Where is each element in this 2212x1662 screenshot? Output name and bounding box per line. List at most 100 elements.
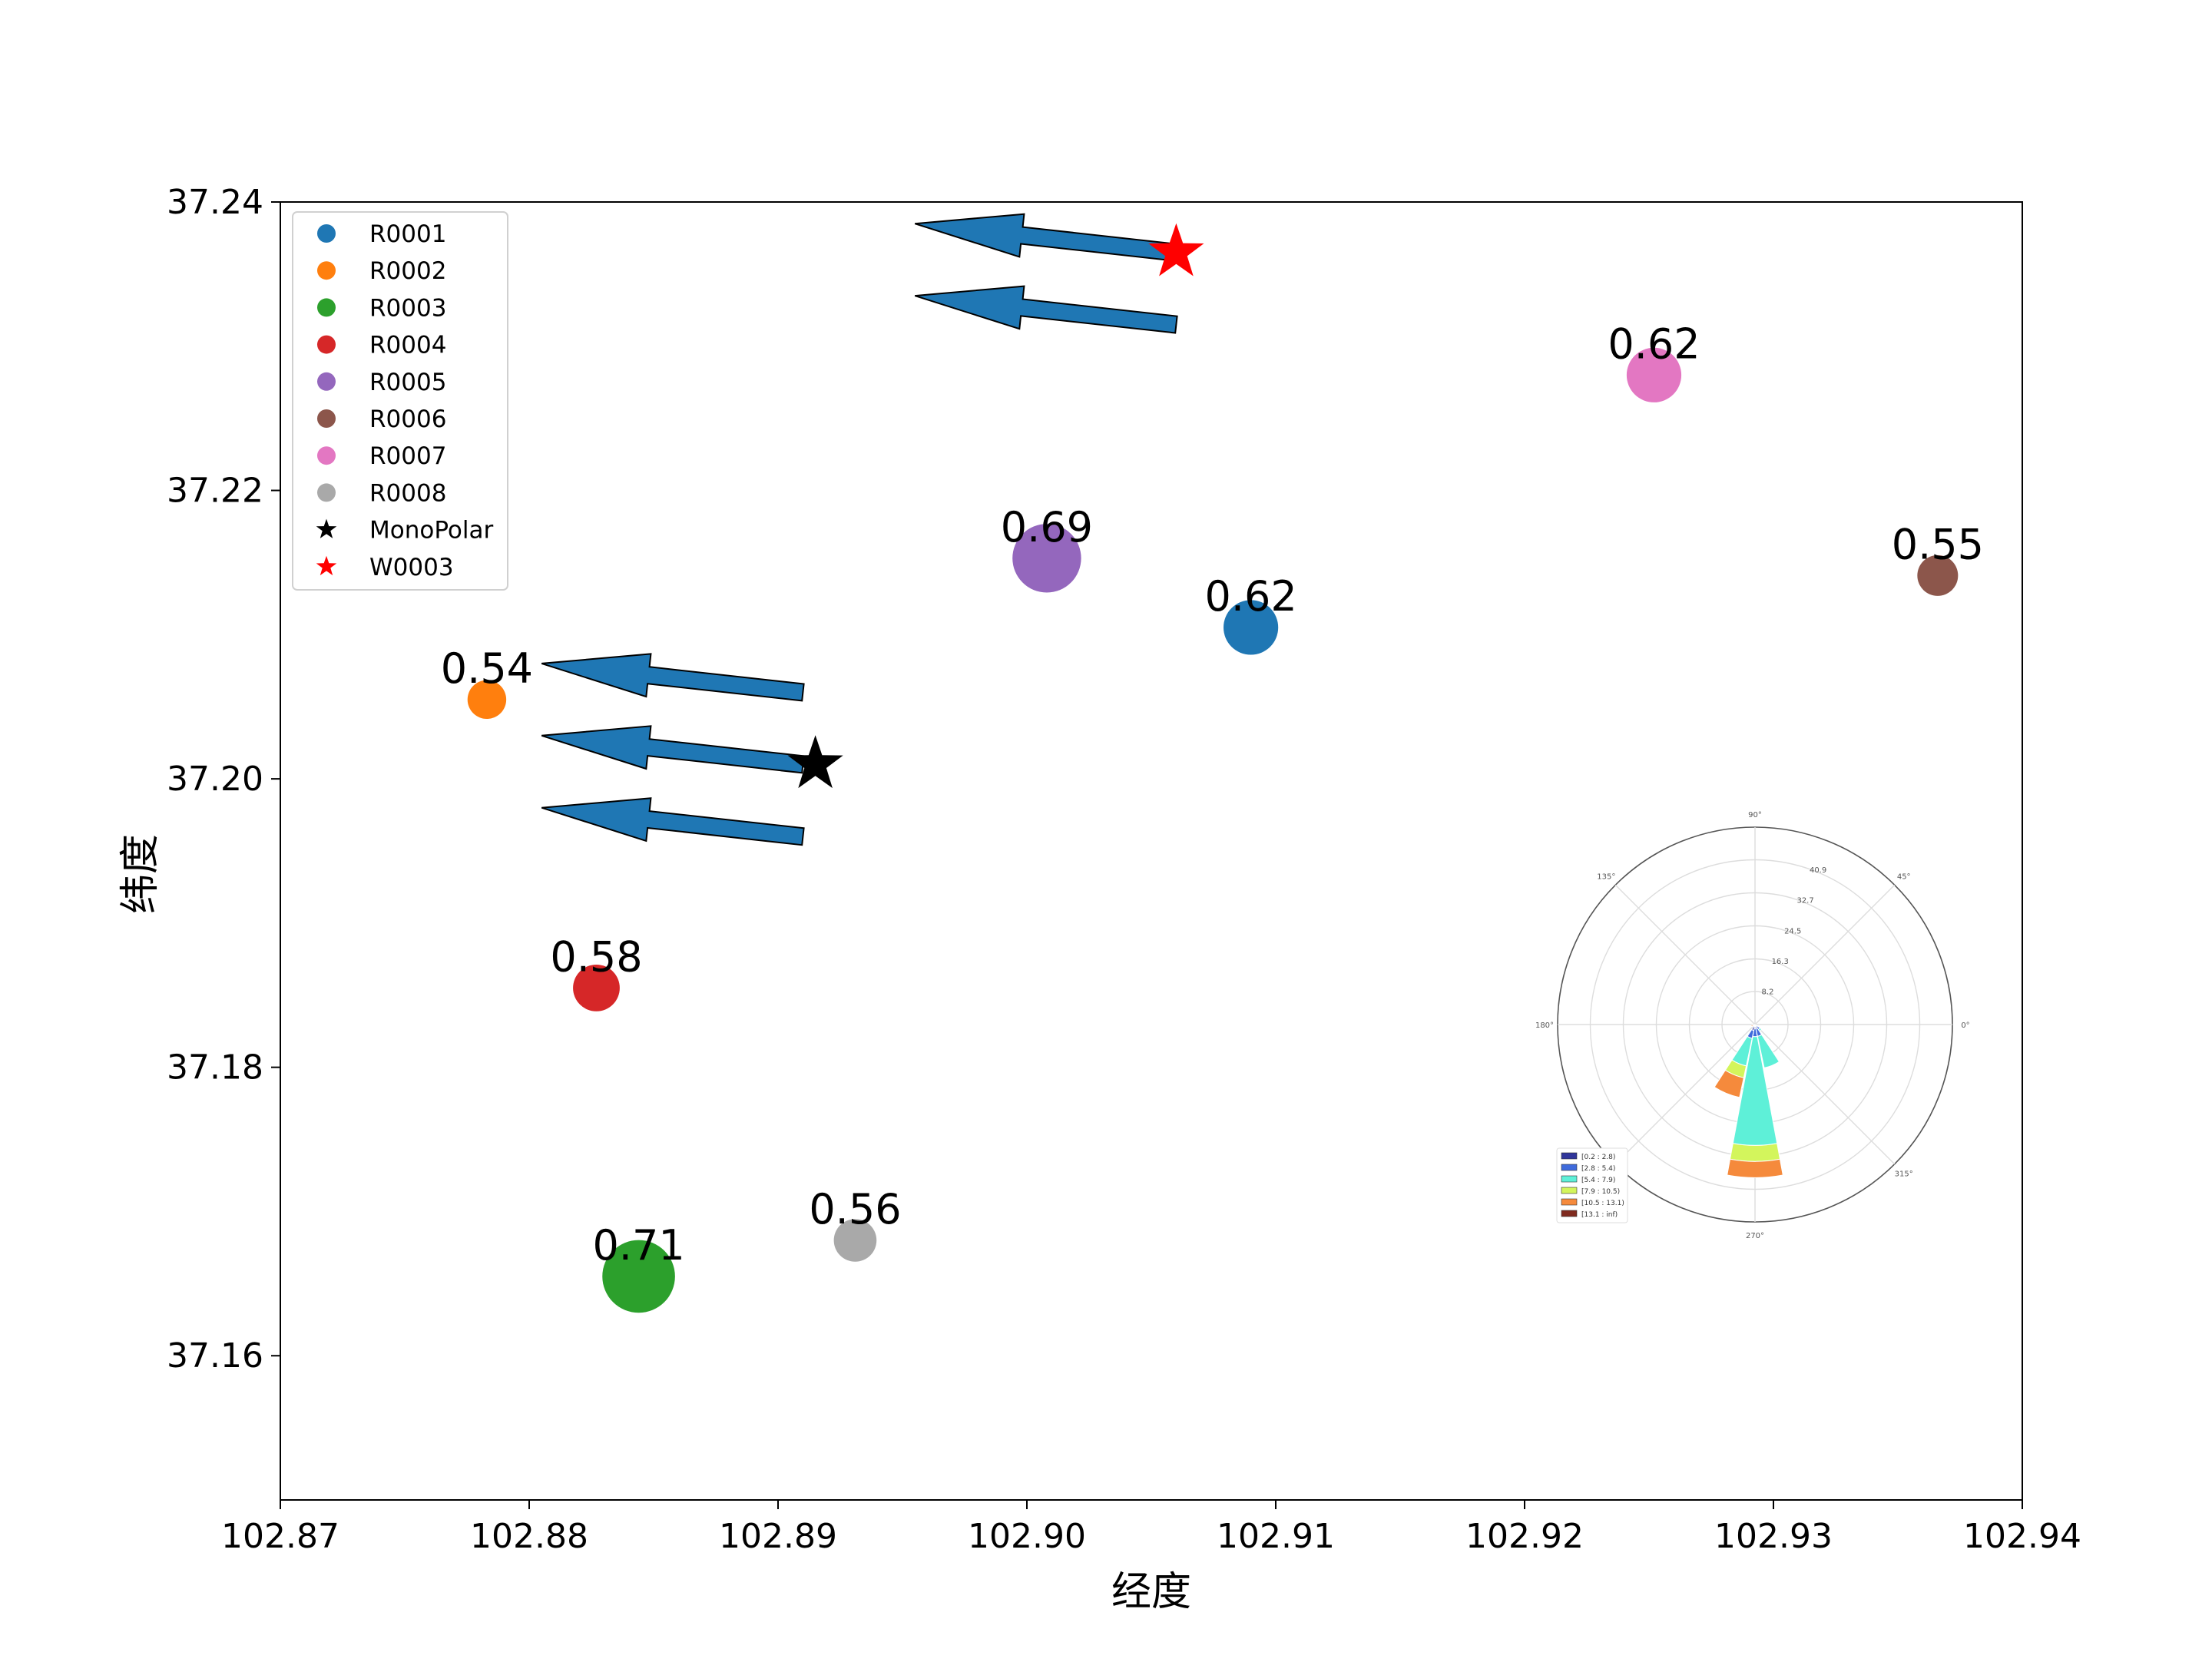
windrose-radial-label: 16.3 [1772,958,1789,966]
windrose-spoke [1754,884,1896,1025]
marker-r0002 [467,680,507,720]
windrose-angle-label: 90° [1748,811,1762,819]
legend-label-w0003: W0003 [369,554,454,581]
y-tick-label: 37.24 [167,183,263,222]
windrose-inset: 8.2 16.3 24.5 32.7 40.9 90° 45° 0° 315° 270° 180° 1… [1535,811,1970,1240]
marker-r0006 [1917,555,1959,596]
windrose-sector [1750,1024,1756,1028]
y-axis-label: 纬度 [118,834,164,914]
legend-marker-r0004 [317,335,336,354]
windrose-radial-label: 40.9 [1810,866,1826,875]
windrose-legend-label: [7.9 : 10.5) [1581,1188,1620,1196]
wind-arrow [541,797,805,846]
windrose-legend-swatch [1561,1175,1578,1183]
legend: R0001 R0002 R0003 R0004 R0005 R0006 R0007 R0008… [292,211,508,591]
windrose-sector [1729,1143,1781,1162]
y-tick-label: 37.20 [167,760,263,799]
legend-label-r0005: R0005 [369,369,446,396]
legend-label-r0001: R0001 [369,220,446,248]
legend-label-r0004: R0004 [369,332,446,359]
windrose-legend-label: [13.1 : inf) [1581,1211,1618,1219]
x-tick-label: 102.90 [968,1517,1086,1556]
windrose-angle-label: 45° [1897,872,1911,881]
windrose-legend-swatch [1561,1152,1578,1160]
legend-label-r0006: R0006 [369,406,446,433]
marker-r0005 [1012,524,1081,593]
legend-label-r0003: R0003 [369,294,446,322]
marker-r0008 [833,1219,877,1262]
windrose-legend-label: [2.8 : 5.4) [1581,1165,1615,1173]
windrose-spoke [1754,1024,1896,1165]
marker-monopolar [787,735,843,789]
windrose-angle-label: 270° [1746,1232,1764,1240]
data-label-r0007: 0.62 [1608,319,1700,368]
marker-r0007 [1626,347,1682,402]
windrose-legend-swatch [1561,1198,1578,1206]
legend-box [292,211,508,591]
x-tick-label: 102.93 [1714,1517,1833,1556]
windrose-radial-label: 24.5 [1784,927,1801,935]
wind-arrow [914,213,1178,262]
data-label-r0002: 0.54 [441,644,533,693]
legend-marker-r0007 [317,446,336,465]
windrose-sector [1714,1069,1744,1098]
y-tick-label: 37.22 [167,472,263,511]
legend-marker-r0003 [317,298,336,317]
y-tick-label: 37.16 [167,1336,263,1376]
windrose-spoke [1614,884,1756,1025]
legend-marker-r0006 [317,409,336,428]
legend-marker-r0008 [317,483,336,502]
windrose-angle-label: 0° [1961,1021,1969,1030]
plot-frame [280,201,2023,1501]
legend-marker-r0002 [317,261,336,280]
windrose-legend-swatch [1561,1164,1578,1171]
x-tick-label: 102.92 [1465,1517,1584,1556]
data-label-r0001: 0.62 [1204,572,1296,621]
windrose-legend-swatch [1561,1187,1578,1194]
windrose-legend-label: [10.5 : 13.1) [1581,1200,1624,1207]
data-label-r0006: 0.55 [1892,520,1984,568]
windrose-angle-label: 135° [1597,872,1615,881]
station-markers [467,223,1959,1313]
windrose-legend-label: [0.2 : 2.8) [1581,1154,1615,1161]
legend-marker-r0005 [317,372,336,391]
x-tick-label: 102.89 [719,1517,837,1556]
x-tick-label: 102.91 [1217,1517,1335,1556]
legend-label-r0008: R0008 [369,479,446,507]
main-axes: 102.87 102.88 102.89 102.90 102.91 102.92 102.… [118,183,2081,1615]
data-label-r0003: 0.71 [592,1221,684,1270]
x-tick-label: 102.88 [470,1517,588,1556]
wind-arrow [541,653,805,702]
windrose-angle-label: 315° [1895,1170,1913,1179]
windrose-sector [1727,1158,1783,1178]
x-tick-label: 102.94 [1963,1517,2081,1556]
windrose-legend-swatch [1561,1210,1578,1217]
windrose-sector [1757,1034,1780,1068]
marker-w0003 [1148,223,1204,276]
windrose-sector [1757,1027,1763,1032]
wind-arrow [541,725,805,774]
marker-r0004 [573,964,620,1011]
windrose-radial-label: 8.2 [1762,988,1774,996]
marker-r0003 [602,1240,675,1313]
data-label-r0004: 0.58 [550,932,642,981]
legend-marker-w0003 [316,555,337,576]
x-tick-label: 102.87 [221,1517,339,1556]
data-label-r0005: 0.69 [1001,503,1093,551]
legend-marker-monopolar [316,518,337,538]
windrose-radial-label: 32.7 [1796,897,1813,905]
legend-label-r0002: R0002 [369,257,446,285]
data-labels: 0.62 0.54 0.71 0.58 0.69 0.55 0.62 0.56 [441,319,1984,1270]
windrose-angle-label: 180° [1535,1021,1554,1030]
marker-r0001 [1224,600,1279,655]
x-axis-label: 经度 [1111,1569,1191,1615]
windrose-spoke [1614,1024,1756,1165]
wind-arrows [541,213,1178,846]
legend-label-monopolar: MonoPolar [369,517,493,545]
data-label-r0008: 0.56 [809,1185,901,1233]
legend-marker-r0001 [317,224,336,243]
legend-label-r0007: R0007 [369,442,446,470]
y-tick-label: 37.18 [167,1048,263,1088]
